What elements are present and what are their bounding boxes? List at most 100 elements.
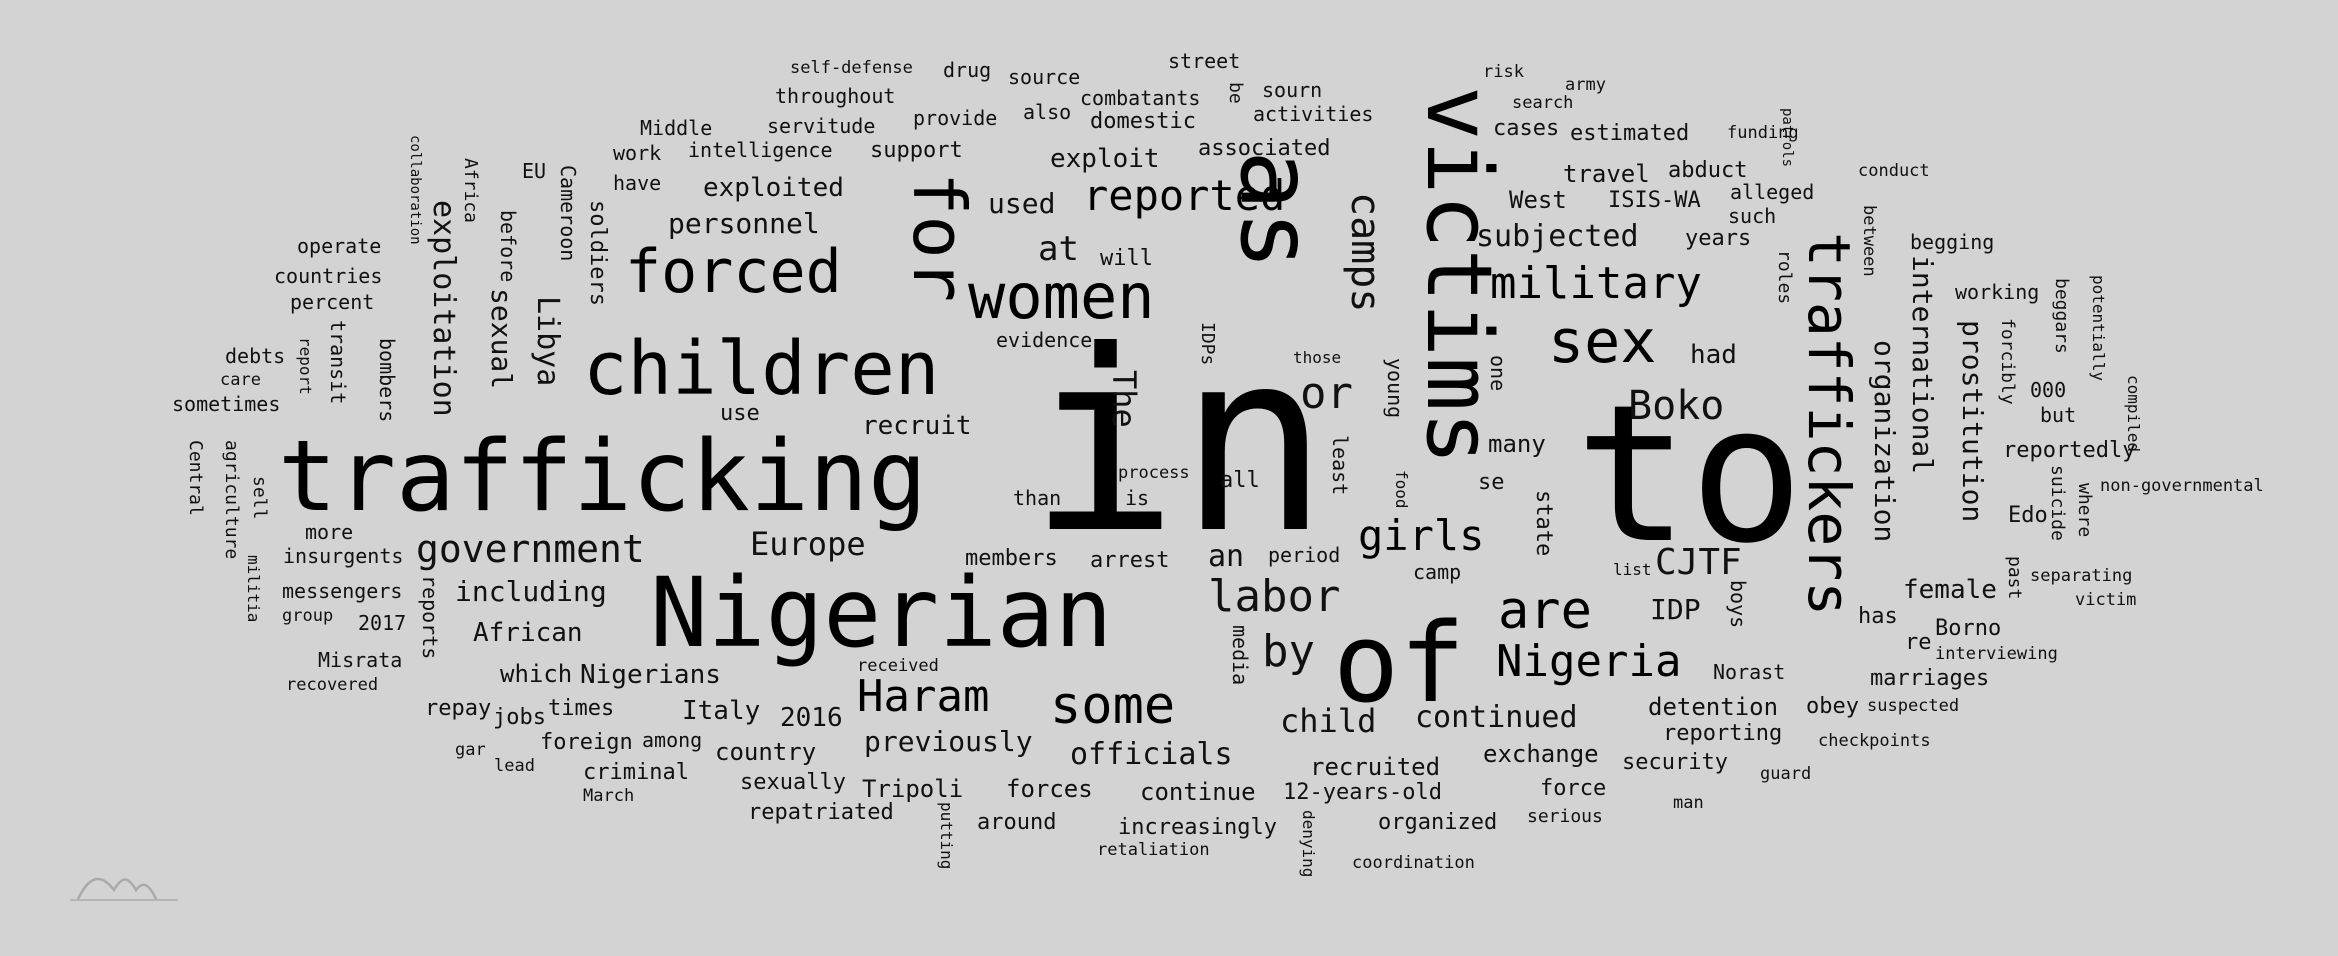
mountain-logo-icon [70, 877, 178, 901]
cloud-word: working [1955, 280, 2040, 304]
cloud-word: re [1905, 630, 1932, 655]
cloud-word: detention [1648, 693, 1779, 721]
cloud-word: sexual [485, 288, 518, 390]
cloud-word: recruited [1310, 753, 1441, 781]
cloud-word: work [613, 141, 662, 165]
cloud-word: Boko [1628, 383, 1725, 429]
cloud-word: conduct [1858, 161, 1930, 181]
cloud-word: suicide [2047, 465, 2068, 541]
cloud-word: drug [943, 58, 992, 82]
cloud-word: ISIS-WA [1608, 188, 1701, 213]
cloud-word: combatants [1080, 86, 1201, 110]
cloud-word: insurgents [283, 544, 404, 568]
cloud-word: serious [1527, 806, 1603, 827]
cloud-word: personnel [668, 207, 820, 240]
cloud-word: CJTF [1655, 542, 1742, 583]
cloud-word: 12-years-old [1283, 780, 1442, 805]
cloud-word: source [1008, 65, 1081, 89]
cloud-word: street [1168, 49, 1241, 73]
cloud-word: transit [326, 320, 350, 405]
cloud-word: also [1023, 100, 1072, 124]
cloud-word: women [968, 260, 1155, 333]
cloud-word: are [1498, 581, 1592, 641]
cloud-word: travel [1563, 160, 1650, 188]
cloud-word: where [2074, 483, 2095, 538]
cloud-word: which [500, 660, 573, 688]
cloud-word: evidence [996, 328, 1093, 352]
cloud-word: begging [1910, 230, 1995, 254]
cloud-word: period [1268, 543, 1341, 567]
cloud-word: support [870, 138, 963, 163]
cloud-word: past [2004, 556, 2025, 600]
cloud-word: funding [1727, 123, 1799, 143]
cloud-word: children [583, 326, 940, 412]
cloud-word: repay [425, 696, 492, 721]
cloud-word: prostitution [1956, 320, 1989, 523]
cloud-word: by [1262, 626, 1315, 677]
cloud-word: soldiers [585, 200, 610, 306]
cloud-word: camps [1342, 192, 1388, 313]
cloud-word: child [1280, 702, 1377, 740]
cloud-word: be [1225, 82, 1246, 104]
cloud-word: such [1728, 204, 1777, 228]
cloud-word: Norast [1713, 660, 1786, 684]
cloud-word: more [305, 520, 354, 544]
cloud-word: debts [225, 344, 286, 368]
cloud-word: suspected [1867, 696, 1960, 716]
cloud-word: Tripoli [862, 775, 964, 803]
cloud-word: percent [290, 290, 375, 314]
cloud-word: 2016 [780, 703, 843, 733]
cloud-word: roles [1774, 250, 1795, 305]
cloud-word: continued [1415, 700, 1578, 735]
cloud-word: exploited [703, 173, 844, 203]
cloud-word: Nigerian [650, 557, 1113, 669]
cloud-word: continue [1140, 778, 1256, 806]
cloud-word: female [1903, 575, 1997, 605]
cloud-word: increasingly [1118, 815, 1277, 840]
cloud-word: servitude [767, 114, 876, 138]
cloud-word: received [857, 656, 939, 676]
cloud-word: before [496, 210, 520, 283]
cloud-word: sometimes [172, 392, 281, 416]
cloud-word: care [220, 370, 261, 390]
cloud-word: Haram [857, 671, 990, 722]
cloud-word: international [1906, 255, 1939, 475]
cloud-word: guard [1760, 764, 1812, 784]
cloud-word: lead [494, 756, 535, 776]
cloud-word: between [1859, 205, 1879, 277]
cloud-word: Libya [530, 296, 565, 387]
cloud-word: compiled [2124, 375, 2143, 453]
cloud-word: for [897, 172, 981, 303]
cloud-word: IDP [1650, 593, 1701, 626]
cloud-word: government [416, 527, 645, 571]
cloud-word: collaboration [407, 135, 423, 245]
cloud-word: foreign [540, 730, 633, 755]
cloud-word: operate [297, 234, 382, 258]
cloud-word: sourn [1262, 78, 1323, 102]
cloud-word: had [1690, 340, 1737, 370]
cloud-word: marriages [1870, 666, 1990, 691]
cloud-word: group [282, 606, 334, 626]
cloud-word: Edo [2008, 503, 2048, 528]
cloud-word: state [1531, 490, 1556, 557]
cloud-word: search [1512, 93, 1574, 113]
cloud-word: boys [1726, 580, 1750, 629]
cloud-word: those [1293, 348, 1342, 367]
cloud-word: domestic [1090, 109, 1196, 134]
cloud-word: self-defense [790, 58, 913, 78]
cloud-word: abduct [1668, 158, 1748, 183]
cloud-word: Africa [460, 158, 481, 224]
cloud-word: criminal [583, 760, 689, 785]
cloud-word: among [642, 728, 703, 752]
cloud-word: EU [522, 159, 547, 183]
cloud-word: alleged [1730, 180, 1815, 204]
cloud-word: officials [1070, 737, 1233, 772]
cloud-word: Europe [750, 525, 866, 563]
cloud-word: cases [1493, 116, 1560, 141]
cloud-word: around [977, 810, 1057, 835]
cloud-word: have [613, 171, 662, 195]
cloud-word: organization [1868, 340, 1901, 543]
cloud-word: process [1118, 463, 1190, 483]
cloud-word: years [1685, 226, 1752, 251]
